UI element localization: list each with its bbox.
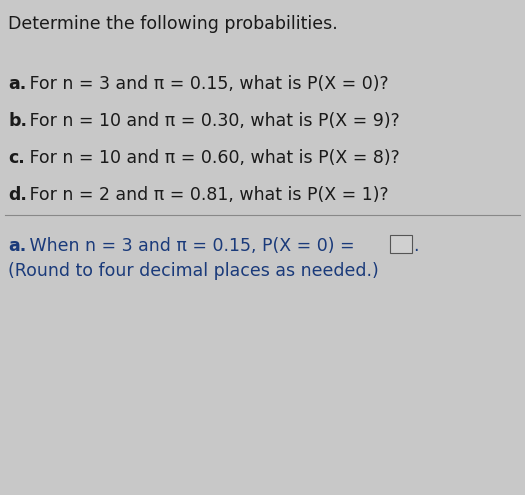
- Text: For n = 2 and π = 0.81, what is P(X = 1)?: For n = 2 and π = 0.81, what is P(X = 1)…: [24, 186, 388, 204]
- Text: When n = 3 and π = 0.15, P(X = 0) =: When n = 3 and π = 0.15, P(X = 0) =: [24, 237, 360, 255]
- Text: For n = 3 and π = 0.15, what is P(X = 0)?: For n = 3 and π = 0.15, what is P(X = 0)…: [24, 75, 388, 93]
- Text: (Round to four decimal places as needed.): (Round to four decimal places as needed.…: [8, 262, 379, 280]
- Text: a.: a.: [8, 237, 26, 255]
- Text: b.: b.: [8, 112, 27, 130]
- Text: .: .: [413, 237, 418, 255]
- FancyBboxPatch shape: [390, 235, 412, 253]
- Text: For n = 10 and π = 0.30, what is P(X = 9)?: For n = 10 and π = 0.30, what is P(X = 9…: [24, 112, 400, 130]
- Text: a.: a.: [8, 75, 26, 93]
- Text: Determine the following probabilities.: Determine the following probabilities.: [8, 15, 338, 33]
- Text: c.: c.: [8, 149, 25, 167]
- Text: For n = 10 and π = 0.60, what is P(X = 8)?: For n = 10 and π = 0.60, what is P(X = 8…: [24, 149, 400, 167]
- Text: d.: d.: [8, 186, 27, 204]
